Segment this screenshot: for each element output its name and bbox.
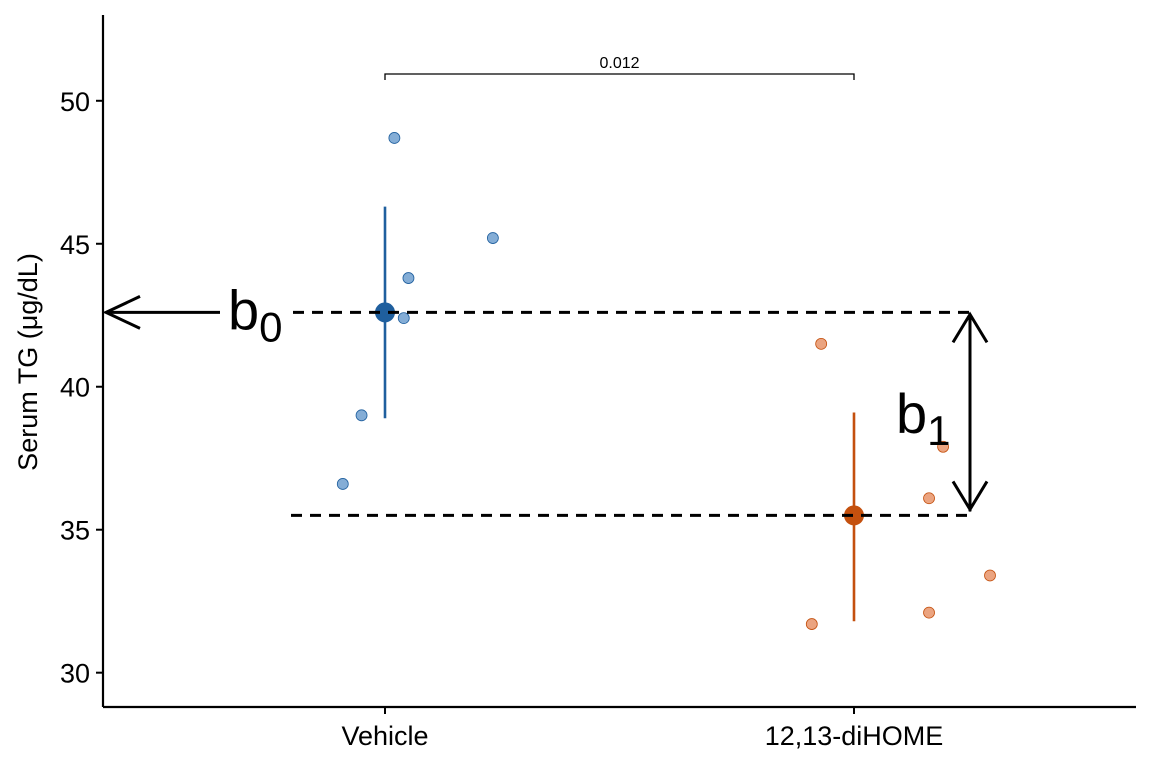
data-point [805, 618, 818, 630]
b1-arrowhead-bottom [951, 480, 989, 513]
p-value-label: 0.012 [599, 55, 639, 72]
data-point [388, 132, 401, 144]
x-tick-label: Vehicle [341, 721, 428, 751]
y-tick-label: 30 [60, 659, 90, 689]
data-point [486, 232, 499, 244]
data-point [923, 492, 935, 505]
mean-point [844, 505, 864, 526]
b0-arrowhead [102, 295, 141, 330]
marks [336, 132, 996, 630]
data-point [923, 606, 935, 619]
y-tick-label: 40 [60, 373, 90, 403]
x-tick-label: 12,13-diHOME [765, 721, 944, 751]
b0-label: b0 [228, 278, 283, 350]
y-tick-label: 50 [60, 87, 90, 117]
y-axis-title: Serum TG (μg/dL) [13, 253, 43, 471]
annotations: 0.012 b0 b1 [102, 55, 989, 517]
significance-bracket [384, 73, 855, 80]
y-tick-label: 45 [60, 230, 90, 260]
mean-point [375, 302, 395, 323]
data-point [355, 409, 368, 422]
data-point [984, 569, 996, 582]
data-point [336, 478, 349, 490]
data-point [397, 312, 410, 325]
data-point [402, 272, 415, 284]
b1-label: b1 [896, 382, 951, 454]
data-point [815, 337, 828, 350]
y-tick-label: 35 [60, 516, 90, 546]
b1-arrowhead-top [951, 311, 989, 344]
data-point [937, 440, 950, 453]
axes: 30 35 40 45 50 Vehicle 12,13-diHOME [60, 15, 1136, 751]
